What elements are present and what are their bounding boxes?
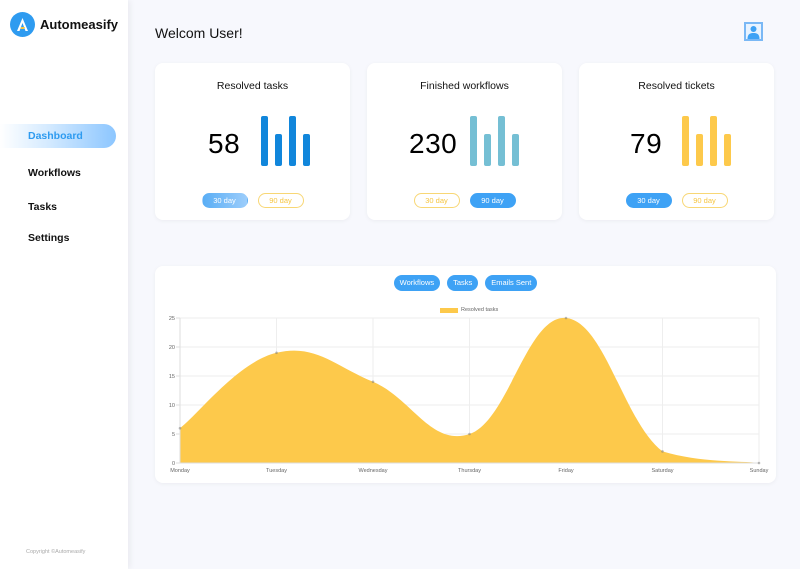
svg-text:15: 15: [169, 374, 175, 380]
svg-text:Thursday: Thursday: [458, 468, 481, 474]
svg-text:Tuesday: Tuesday: [266, 468, 287, 474]
chart-legend[interactable]: Resolved tasks: [440, 307, 498, 313]
stat-card-resolved-tasks: Resolved tasks 58 30 day 90 day: [155, 63, 350, 220]
card-value: 230: [409, 128, 458, 159]
period-30-day-button[interactable]: 30 day: [625, 193, 672, 208]
stat-card-finished-workflows: Finished workflows 230 30 day 90 day: [367, 63, 562, 220]
area-series-resolved-tasks[interactable]: [180, 317, 759, 463]
mini-bar-chart: [261, 116, 310, 166]
period-toggle: 30 day 90 day: [579, 193, 774, 208]
data-point[interactable]: [275, 351, 278, 355]
svg-text:25: 25: [169, 316, 175, 322]
card-title: Resolved tasks: [216, 80, 289, 92]
period-90-day-button[interactable]: 90 day: [681, 193, 728, 208]
period-30-day-button[interactable]: 30 day: [201, 193, 248, 208]
mini-bar: [710, 116, 717, 166]
card-title: Resolved tickets: [638, 80, 715, 92]
legend-label: Resolved tasks: [461, 307, 499, 313]
data-point[interactable]: [564, 316, 568, 320]
svg-text:Wednesday: Wednesday: [359, 468, 388, 474]
mini-bar: [512, 134, 519, 166]
stat-card-resolved-tickets: Resolved tickets 79 30 day 90 day: [579, 63, 774, 220]
period-toggle: 30 day 90 day: [155, 193, 350, 208]
data-point[interactable]: [661, 450, 664, 453]
mini-bar: [275, 134, 282, 166]
period-90-day-button[interactable]: 90 day: [469, 193, 516, 208]
legend-swatch: [440, 307, 458, 313]
data-point[interactable]: [371, 380, 375, 384]
svg-text:10: 10: [169, 403, 175, 409]
page-title: Welcom User!: [155, 25, 243, 41]
tab-workflows[interactable]: Workflows: [393, 275, 441, 291]
mini-bar: [484, 134, 491, 166]
activity-chart-panel: Workflows Tasks Emails Sent Resolved tas…: [155, 266, 776, 483]
card-value: 58: [208, 128, 241, 159]
mini-bar: [289, 116, 296, 166]
period-90-day-button[interactable]: 90 day: [257, 193, 304, 208]
mini-bar-chart: [682, 116, 731, 166]
sidebar-item-workflows[interactable]: Workflows: [28, 167, 81, 179]
data-point[interactable]: [468, 432, 471, 436]
sidebar-item-tasks[interactable]: Tasks: [28, 201, 57, 213]
copyright: Copyright ©Automeasify: [26, 549, 86, 555]
app-name: Automeasify: [40, 17, 119, 32]
user-avatar-icon[interactable]: [744, 22, 763, 41]
svg-text:Friday: Friday: [558, 468, 574, 474]
mini-bar: [498, 116, 505, 166]
tab-emails-sent[interactable]: Emails Sent: [485, 275, 538, 291]
svg-text:0: 0: [172, 461, 175, 467]
sidebar: Automeasify Dashboard Workflows Tasks Se…: [0, 0, 128, 569]
period-30-day-button[interactable]: 30 day: [413, 193, 460, 208]
logo[interactable]: Automeasify: [10, 12, 118, 37]
mini-bar-chart: [470, 116, 519, 166]
tab-tasks[interactable]: Tasks: [447, 275, 479, 291]
logo-icon: [10, 12, 35, 37]
svg-text:Monday: Monday: [170, 468, 190, 474]
mini-bar: [682, 116, 689, 166]
svg-text:5: 5: [172, 432, 175, 438]
svg-text:Sunday: Sunday: [750, 468, 769, 474]
card-value: 79: [630, 128, 663, 159]
mini-bar: [470, 116, 477, 166]
sidebar-item-settings[interactable]: Settings: [28, 232, 70, 244]
mini-bar: [261, 116, 268, 166]
mini-bar: [303, 134, 310, 166]
area-chart: 0 5 10 15 20 25 Monday Tuesday Wednesday Thursday…: [169, 316, 769, 474]
data-point[interactable]: [178, 426, 182, 430]
card-title: Finished workflows: [420, 80, 509, 92]
mini-bar: [724, 134, 731, 166]
sidebar-item-dashboard[interactable]: Dashboard: [0, 124, 116, 148]
period-toggle: 30 day 90 day: [367, 193, 562, 208]
chart-tabs: Workflows Tasks Emails Sent: [155, 275, 776, 291]
svg-text:Saturday: Saturday: [651, 468, 673, 474]
sidebar-nav: Dashboard Workflows Tasks Settings: [0, 124, 128, 250]
mini-bar: [696, 134, 703, 166]
svg-text:20: 20: [169, 345, 175, 351]
data-point[interactable]: [757, 461, 761, 465]
